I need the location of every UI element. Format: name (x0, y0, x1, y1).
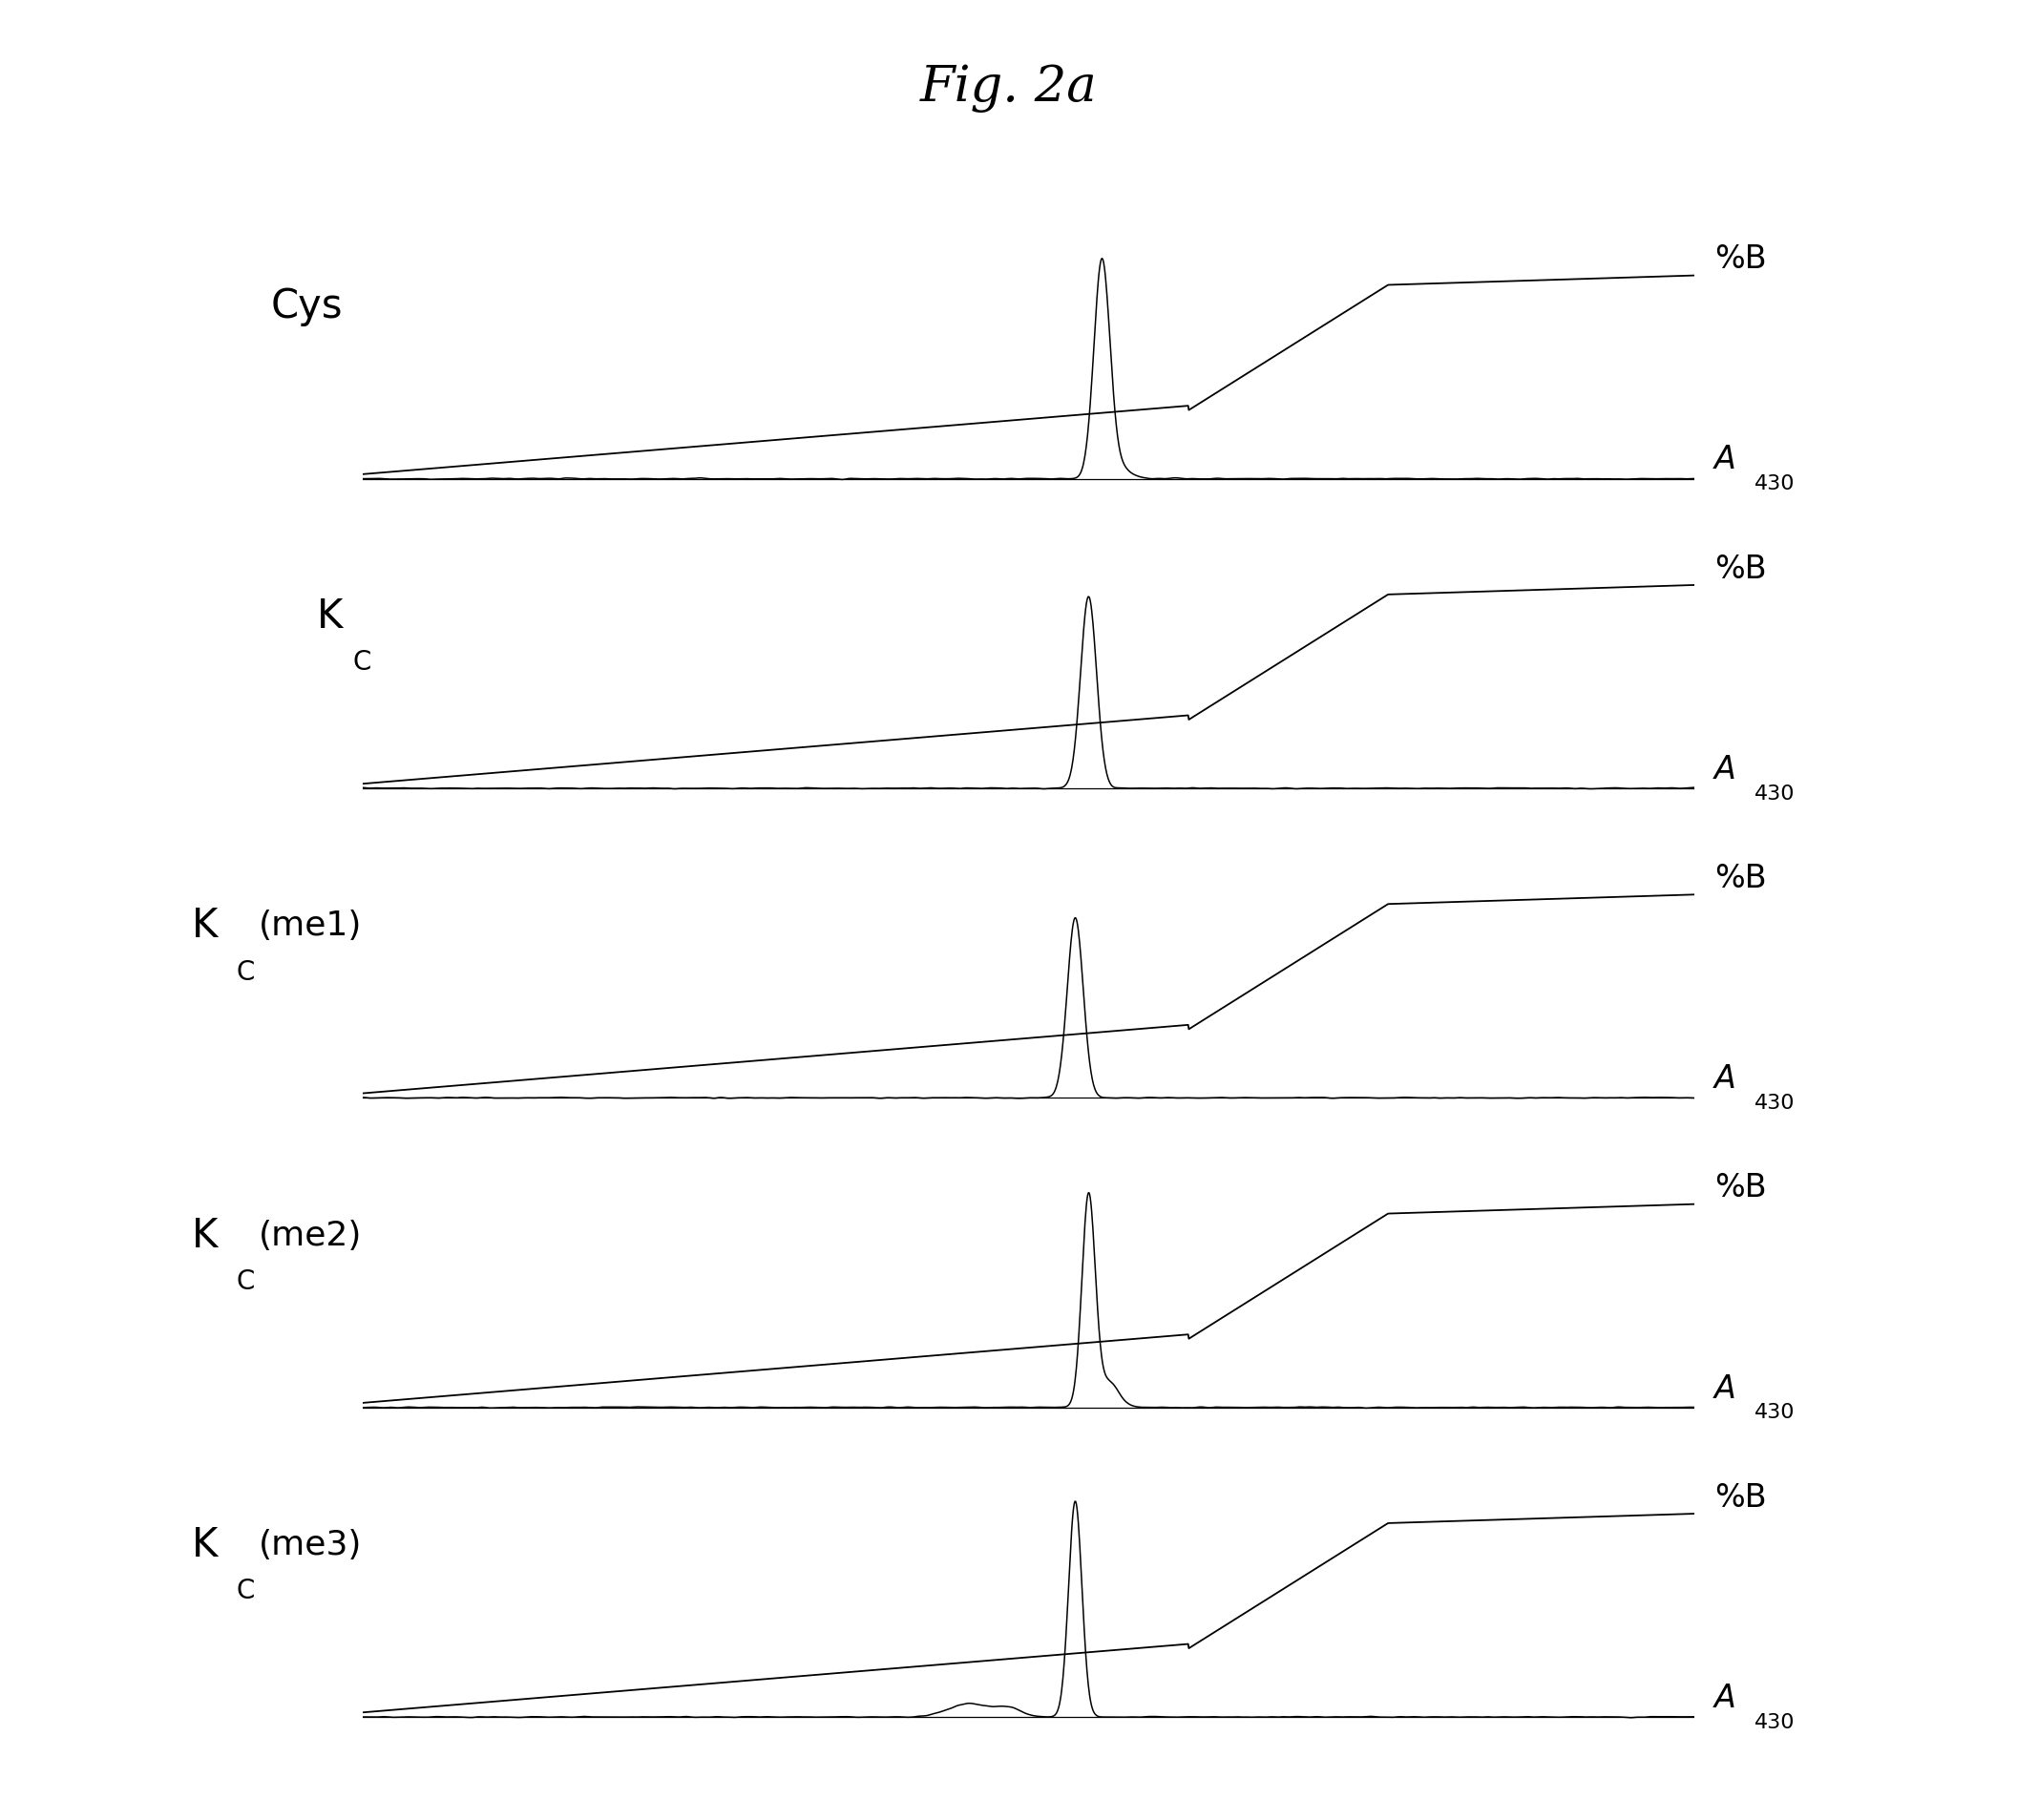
Text: K: K (192, 1214, 218, 1256)
Text: C: C (236, 957, 254, 985)
Text: K: K (317, 595, 343, 637)
Text: A: A (1714, 1682, 1737, 1713)
Text: A: A (1714, 444, 1737, 475)
Text: A: A (1714, 1372, 1737, 1403)
Text: %B: %B (1714, 1481, 1767, 1512)
Text: C: C (236, 1576, 254, 1603)
Text: (me2): (me2) (258, 1219, 361, 1250)
Text: %B: %B (1714, 553, 1767, 584)
Text: A: A (1714, 753, 1737, 784)
Text: Cys: Cys (270, 286, 343, 328)
Text: K: K (192, 905, 218, 946)
Text: K: K (192, 1523, 218, 1565)
Text: %B: %B (1714, 1172, 1767, 1203)
Text: (me1): (me1) (258, 910, 361, 941)
Text: Fig. 2a: Fig. 2a (920, 64, 1097, 113)
Text: C: C (353, 648, 371, 675)
Text: %B: %B (1714, 244, 1767, 275)
Text: 430: 430 (1755, 1094, 1795, 1112)
Text: 430: 430 (1755, 475, 1795, 493)
Text: 430: 430 (1755, 1403, 1795, 1421)
Text: C: C (236, 1269, 254, 1294)
Text: (me3): (me3) (258, 1529, 361, 1560)
Text: A: A (1714, 1063, 1737, 1094)
Text: %B: %B (1714, 863, 1767, 894)
Text: 430: 430 (1755, 784, 1795, 803)
Text: 430: 430 (1755, 1713, 1795, 1731)
